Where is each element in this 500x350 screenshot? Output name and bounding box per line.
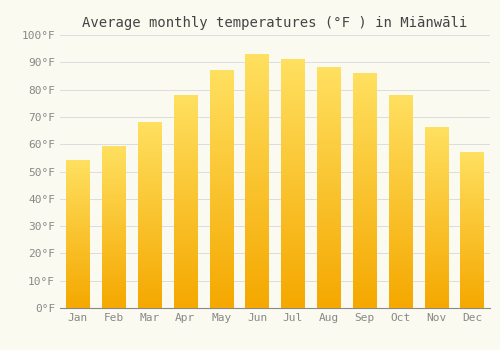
Title: Average monthly temperatures (°F ) in Miānwāli: Average monthly temperatures (°F ) in Mi… <box>82 16 468 30</box>
